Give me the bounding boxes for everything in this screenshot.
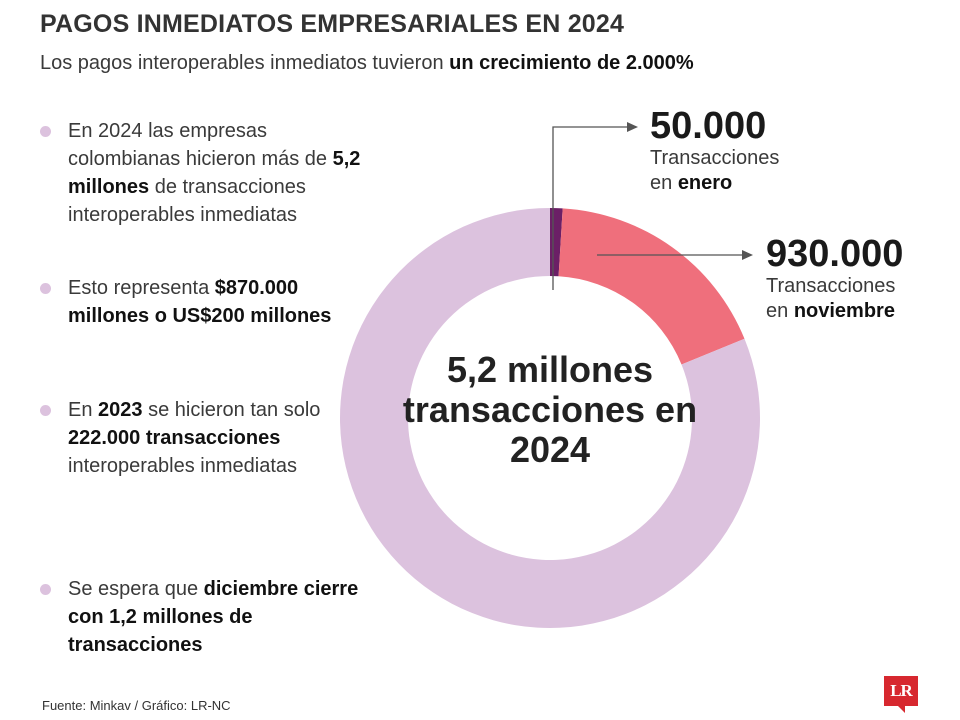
leader-line-enero [552, 126, 627, 290]
callout-noviembre: 930.000 Transacciones en noviembre [766, 234, 903, 324]
bullet-text-run: 2023 [98, 399, 143, 421]
donut-slice-noviembre [558, 208, 745, 365]
arrow-head-noviembre [742, 250, 753, 260]
donut-slice-resto [340, 208, 761, 629]
callout-enero-month: enero [677, 172, 733, 194]
source-note: Fuente: Minkav / Gráfico: LR-NC [42, 698, 231, 713]
callout-noviembre-month: noviembre [793, 300, 895, 322]
bullet-text: En 2024 las empresas colombianas hiciero… [68, 117, 368, 229]
bullet-text-run: Esto representa [68, 277, 215, 299]
bullet-text-run: 5,2 millones [68, 148, 361, 198]
bullet-dot-icon [40, 126, 51, 137]
arrow-head-enero [627, 122, 638, 132]
bullet-text-run: 222.000 transacciones [68, 427, 281, 449]
bullet-text: Se espera que diciembre cierre con 1,2 m… [68, 575, 368, 659]
bullet-text-run: $870.000 millones o US$200 millones [68, 277, 332, 327]
bullet-text-run: interoperables inmediatas [68, 455, 298, 477]
bullet-text-run: de transacciones interoperables inmediat… [68, 176, 306, 226]
bullet-dot-icon [40, 405, 51, 416]
subtitle-plain: Los pagos interoperables inmediatos tuvi… [40, 52, 450, 74]
bullet-dot-icon [40, 283, 51, 294]
bullet-text: Esto representa $870.000 millones o US$2… [68, 274, 368, 330]
callout-noviembre-line2-plain: en [766, 300, 794, 322]
subtitle-bold: un crecimiento de 2.000% [449, 52, 694, 74]
callout-enero-value: 50.000 [650, 105, 767, 147]
callout-enero-line2-plain: en [650, 172, 678, 194]
lr-logo: LR [884, 676, 918, 713]
bullet-text-run: diciembre cierre con 1,2 millones de tra… [68, 578, 359, 656]
chart-subtitle: Los pagos interoperables inmediatos tuvi… [40, 52, 694, 75]
bullet-dot-icon [40, 584, 51, 595]
bullet-text-run: se hicieron tan solo [142, 399, 321, 421]
callout-enero-line1: Transacciones [650, 147, 780, 169]
chart-title: PAGOS INMEDIATOS EMPRESARIALES EN 2024 [40, 10, 625, 38]
bullet-text-run: En 2024 las empresas colombianas hiciero… [68, 120, 333, 170]
callout-noviembre-value: 930.000 [766, 233, 904, 275]
bullet-text-run: En [68, 399, 99, 421]
bullet-text: En 2023 se hicieron tan solo 222.000 tra… [68, 396, 368, 480]
callout-noviembre-line1: Transacciones [766, 275, 896, 297]
callout-enero: 50.000 Transacciones en enero [650, 106, 779, 196]
donut-center-label: 5,2 millones transacciones en 2024 [402, 349, 698, 470]
bullet-text-run: Se espera que [68, 578, 204, 600]
